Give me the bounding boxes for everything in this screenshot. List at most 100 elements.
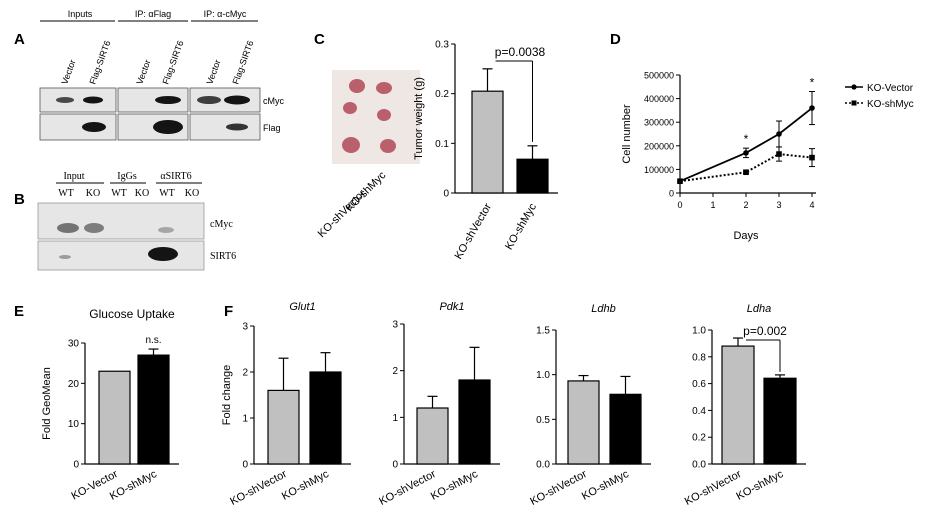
y-axis-label: Fold GeoMean: [41, 367, 53, 440]
tumor: [349, 79, 365, 93]
blot-a-row-flag: Flag: [263, 123, 281, 133]
data-point: [743, 169, 749, 176]
blot-band: [224, 95, 250, 105]
y-tick-label: 30: [68, 339, 80, 350]
chart-title: Ldhb: [591, 303, 615, 315]
bar-ko-shvector: [721, 345, 755, 465]
panel-letter-b: B: [14, 191, 25, 208]
bar-ko-shvector: [567, 380, 600, 465]
y-tick-label: 0: [669, 189, 674, 199]
y-axis-label: Tumor weight (g): [413, 77, 425, 160]
y-tick-label: 20: [68, 379, 80, 390]
y-tick-label: 0.2: [435, 89, 449, 100]
legend-label: KO-Vector: [867, 83, 914, 94]
panel-letter-f: F: [224, 303, 233, 320]
y-tick-label: 0.3: [435, 40, 449, 51]
data-point: [776, 151, 782, 157]
bar-ko-vector: [98, 370, 131, 465]
data-point: [677, 178, 683, 184]
blot-band: [226, 123, 248, 131]
x-tick-label: 0: [677, 200, 682, 210]
tumor: [376, 82, 392, 94]
y-tick-label: 0.0: [536, 460, 550, 471]
blot-b-lane-label: KO: [86, 188, 100, 199]
y-tick-label: 0.0: [692, 460, 706, 471]
y-axis-label: Cell number: [621, 104, 633, 164]
blot-a-box-cmyc-inputs: [39, 87, 117, 113]
y-tick-label: 1: [242, 414, 248, 425]
category-label: KO-shVector: [228, 468, 289, 508]
blot-b-group-asirt6: αSIRT6: [160, 171, 191, 182]
chart-title: Pdk1: [439, 301, 464, 313]
bar-ko-shvector: [471, 90, 504, 194]
series-line-ko-vector: [679, 107, 813, 183]
y-tick-label: 500000: [644, 71, 674, 81]
category-label: KO-shMyc: [280, 468, 331, 503]
blot-b-lane-label: WT: [111, 188, 127, 199]
p-value-label: p=0.002: [743, 324, 787, 338]
blot-b-lane-label: WT: [58, 188, 74, 199]
y-tick-label: 0: [242, 460, 248, 471]
panel-letter-d: D: [610, 31, 621, 48]
blot-a-group-ipmyc: IP: α-cMyc: [204, 9, 247, 19]
blot-band: [158, 227, 174, 233]
y-tick-label: 100000: [644, 165, 674, 175]
blot-band: [83, 96, 103, 104]
data-point: [809, 154, 815, 161]
chart-title: Glut1: [289, 301, 315, 313]
y-tick-label: 0.8: [692, 352, 706, 363]
data-point: [809, 105, 815, 111]
panel-letter-a: A: [14, 31, 25, 48]
y-tick-label: 400000: [644, 94, 674, 104]
blot-band: [84, 223, 104, 233]
y-tick-label: 2: [242, 368, 248, 379]
blot-b-group-input: Input: [63, 171, 84, 182]
bar-ko-shmyc: [309, 371, 342, 465]
blot-a-lane-label: Flag-SIRT6: [160, 39, 185, 86]
significance-star: *: [810, 76, 815, 90]
y-tick-label: 0.2: [692, 433, 706, 444]
y-tick-label: 1.5: [536, 326, 550, 337]
category-label: KO-shMyc: [503, 201, 539, 252]
y-tick-label: 10: [68, 419, 80, 430]
blot-b-group-iggs: IgGs: [117, 171, 137, 182]
y-tick-label: 200000: [644, 141, 674, 151]
blot-band: [153, 120, 183, 134]
y-tick-label: 0.5: [536, 415, 550, 426]
blot-a-lane-label: Vector: [59, 58, 77, 85]
blot-a-row-cmyc: cMyc: [263, 96, 284, 106]
legend-marker: [851, 100, 857, 106]
y-tick-label: 2: [392, 366, 398, 377]
blot-a-lane-label: Flag-SIRT6: [230, 39, 255, 86]
y-tick-label: 0.6: [692, 379, 706, 390]
y-tick-label: 0: [73, 460, 79, 471]
category-label: KO-shVector: [377, 468, 438, 508]
tumor: [342, 137, 360, 153]
blot-a-lane-label: Flag-SIRT6: [87, 39, 112, 86]
panel-c-photo: KO-shVector KO-shMyc: [316, 70, 420, 240]
panel-letter-e: E: [14, 303, 24, 320]
blot-b-lane-label: KO: [135, 188, 149, 199]
legend-marker: [851, 84, 857, 90]
y-tick-label: 0.4: [692, 406, 706, 417]
y-tick-label: 0: [443, 189, 449, 200]
p-value-label: p=0.0038: [495, 45, 546, 59]
panel-a-blot: Inputs IP: αFlag IP: α-cMyc Vector Flag-…: [39, 9, 284, 141]
category-label: KO-shVector: [528, 468, 589, 508]
blot-a-group-inputs: Inputs: [68, 9, 93, 19]
y-tick-label: 1: [392, 413, 398, 424]
blot-b-lane-label: KO: [185, 188, 199, 199]
blot-band: [57, 223, 79, 233]
tumor: [377, 109, 391, 121]
significance-label: n.s.: [145, 335, 161, 346]
y-tick-label: 1.0: [692, 326, 706, 337]
blot-band: [155, 96, 181, 104]
photo-label-shmyc: KO-shMyc: [344, 169, 389, 214]
blot-band: [82, 122, 106, 132]
category-label: KO-shMyc: [429, 468, 480, 503]
tumor-weight-chart: 0 0.1 0.2 0.3 KO-shVector KO-shMyc Tumor weigh…: [413, 40, 558, 262]
